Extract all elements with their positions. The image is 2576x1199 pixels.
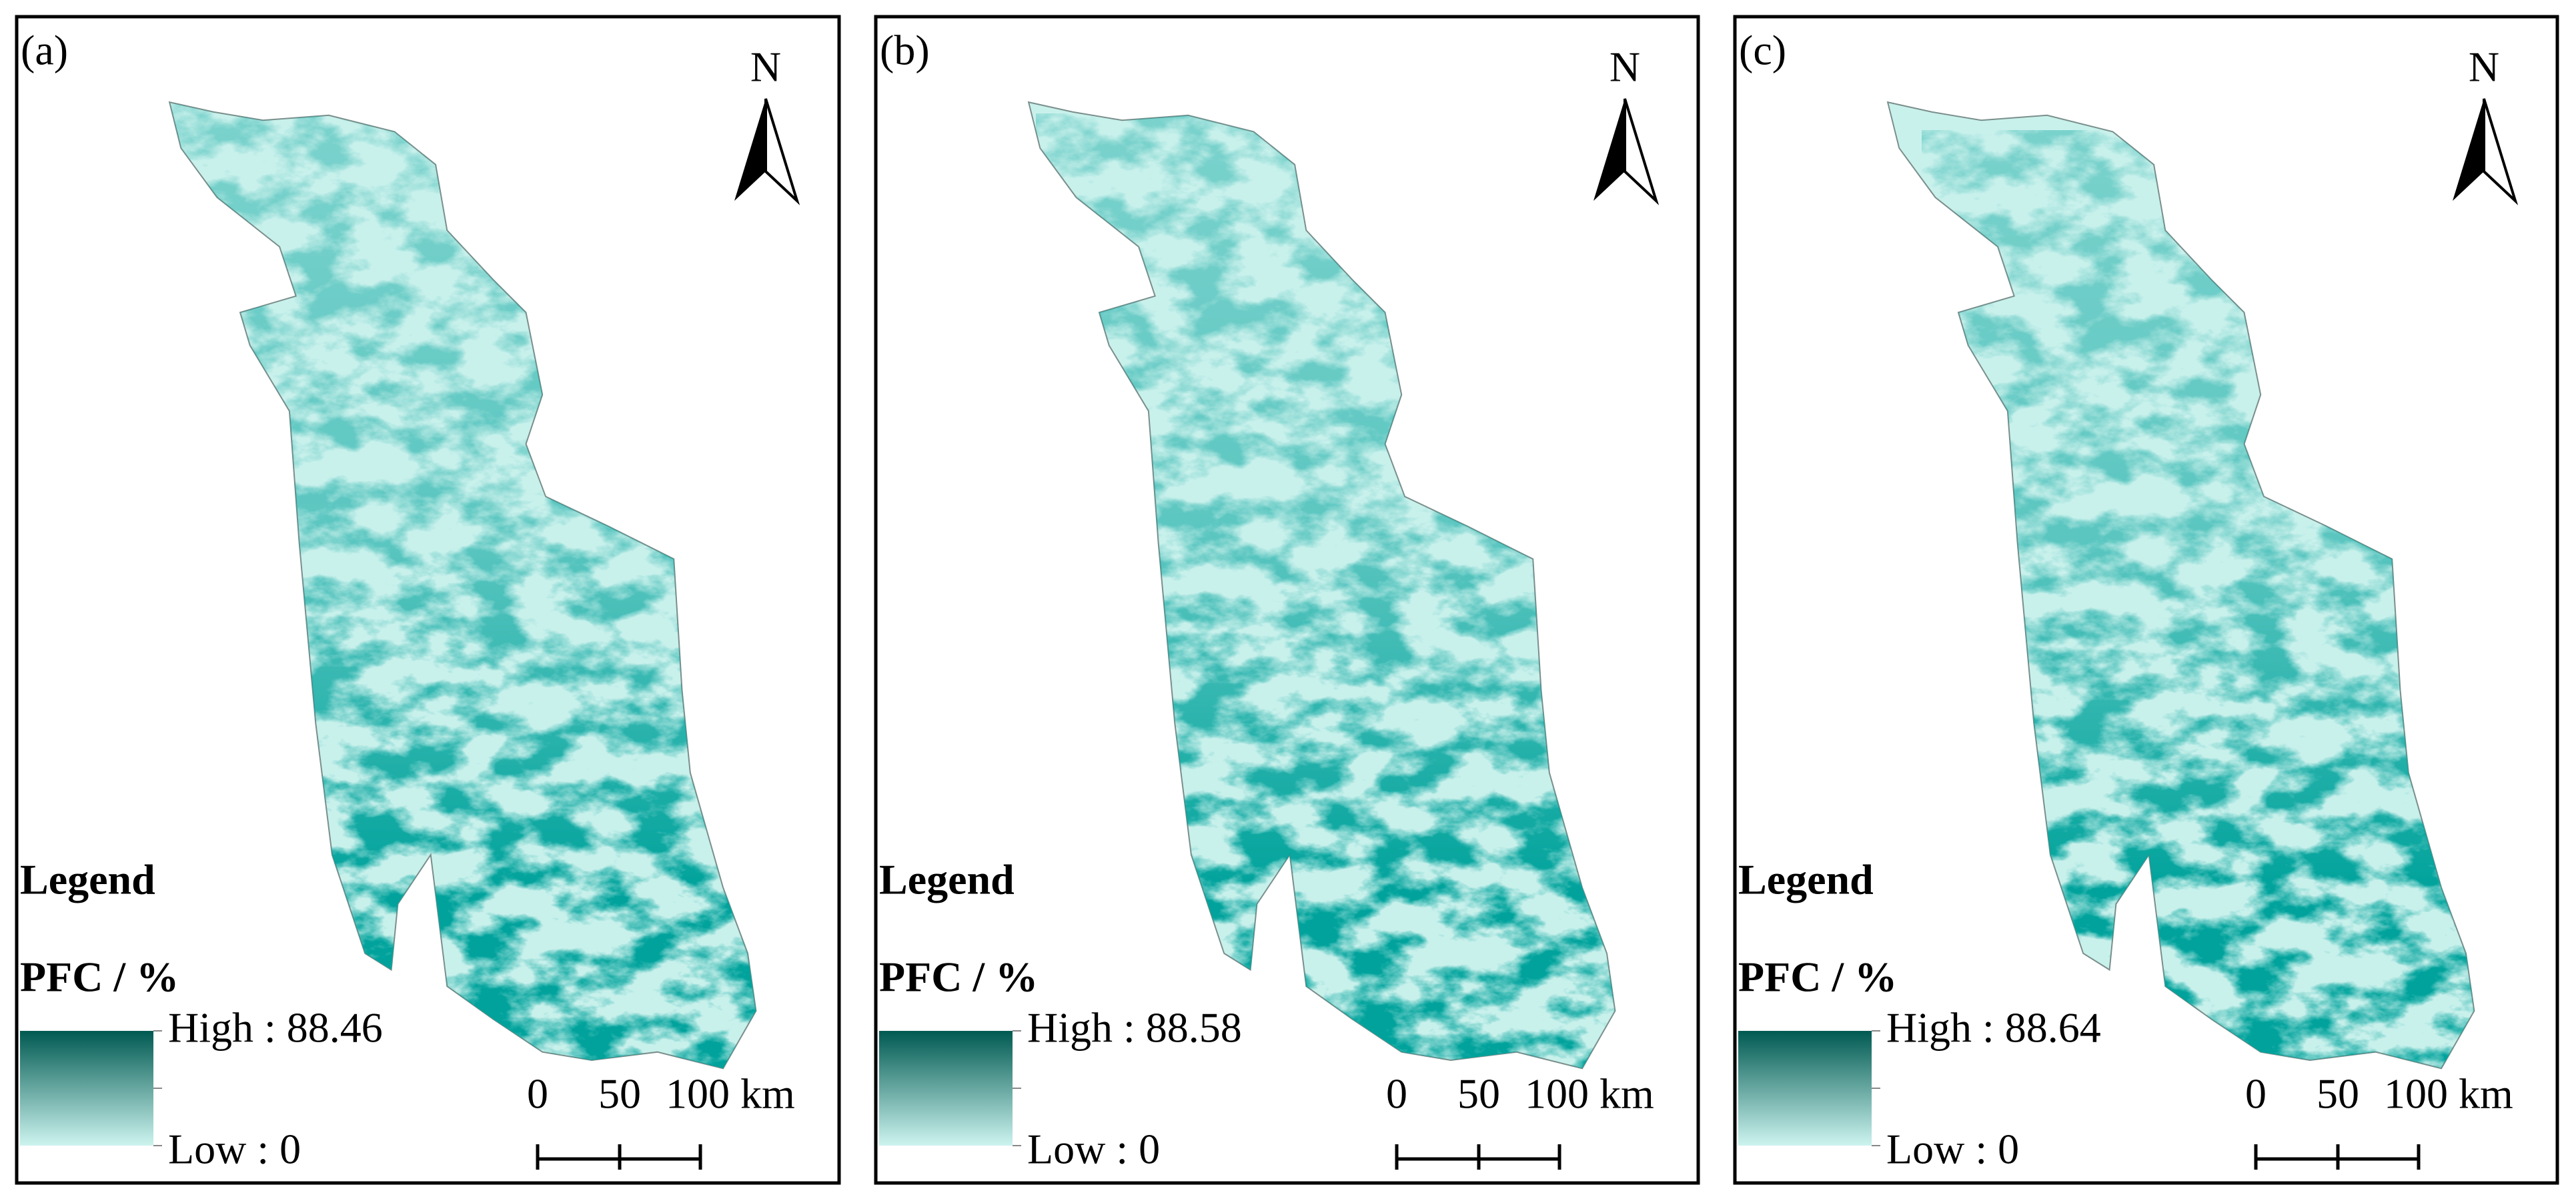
legend-ramp — [879, 1031, 1013, 1146]
legend-ramp — [20, 1031, 153, 1146]
scale-label: 0 — [2245, 1070, 2267, 1118]
north-arrow-right — [2483, 98, 2519, 206]
legend-field: PFC / % — [879, 953, 1038, 1001]
map-panel: (b) N Legend PFC / %High : 88.58 Low : 0 0 50 1… — [874, 15, 1700, 1185]
legend-title: Legend — [879, 856, 1015, 903]
scale-label: 100 km — [666, 1070, 795, 1118]
scale-label: 0 — [1386, 1070, 1407, 1118]
north-arrow-right — [1624, 98, 1660, 206]
scale-label: 50 — [1457, 1070, 1500, 1118]
legend-low: Low : 0 — [1027, 1126, 1160, 1173]
north-arrow-left — [734, 99, 766, 201]
north-label: N — [2469, 43, 2499, 91]
legend-low: Low : 0 — [168, 1126, 301, 1173]
north-arrow-right — [764, 98, 800, 206]
legend-field: PFC / % — [20, 953, 179, 1001]
legend-low: Low : 0 — [1886, 1126, 2019, 1173]
scale-label: 0 — [527, 1070, 548, 1118]
map-panel: (c) N Legend PFC / %High : 88.64 Low : 0 0 50 1… — [1733, 15, 2559, 1185]
panel-label: (a) — [21, 27, 68, 74]
legend-field: PFC / % — [1738, 953, 1897, 1001]
scale-label: 50 — [2317, 1070, 2359, 1118]
map-panel: (a) N Legend PFC / %High : 88.46 Low : 0 0 50 1… — [15, 15, 841, 1185]
legend-high: High : 88.58 — [1027, 1004, 1242, 1052]
north-arrow-left — [1593, 99, 1625, 201]
panel-label: (c) — [1739, 27, 1786, 74]
legend-ramp — [1738, 1031, 1872, 1146]
scale-label: 100 km — [1525, 1070, 1654, 1118]
legend-title: Legend — [20, 856, 155, 903]
legend-title: Legend — [1738, 856, 1874, 903]
legend-high: High : 88.46 — [168, 1004, 383, 1052]
north-label: N — [1609, 43, 1640, 91]
north-label: N — [750, 43, 781, 91]
north-arrow-left — [2453, 99, 2484, 201]
legend-high: High : 88.64 — [1886, 1004, 2101, 1052]
scale-label: 50 — [598, 1070, 641, 1118]
panel-label: (b) — [880, 27, 930, 74]
scale-label: 100 km — [2384, 1070, 2513, 1118]
